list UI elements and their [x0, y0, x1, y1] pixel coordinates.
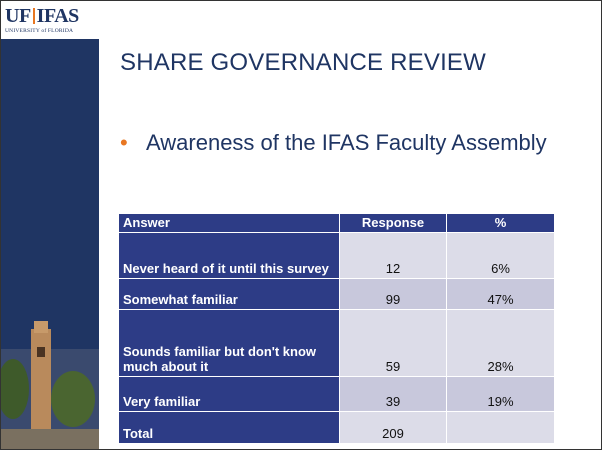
- table-row: Sounds familiar but don't know much abou…: [119, 310, 555, 377]
- header-cell: %: [447, 214, 555, 233]
- logo-uf: UF: [5, 5, 31, 27]
- answer-cell: Sounds familiar but don't know much abou…: [119, 310, 340, 377]
- slide-title: SHARE GOVERNANCE REVIEW: [120, 49, 486, 77]
- answer-cell: Never heard of it until this survey: [119, 233, 340, 279]
- percent-cell: 6%: [447, 233, 555, 279]
- logo: UF IFAS UNIVERSITY of FLORIDA: [1, 1, 99, 39]
- slide: UF IFAS UNIVERSITY of FLORIDA SHARE GOVER…: [0, 0, 602, 450]
- response-cell: 39: [340, 377, 447, 412]
- response-cell: 59: [340, 310, 447, 377]
- response-cell: 99: [340, 279, 447, 310]
- response-cell: 12: [340, 233, 447, 279]
- percent-cell: 19%: [447, 377, 555, 412]
- header-cell: Answer: [119, 214, 340, 233]
- logo-ifas: IFAS: [37, 5, 79, 27]
- header-cell: Response: [340, 214, 447, 233]
- bullet-text: Awareness of the IFAS Faculty Assembly: [146, 129, 570, 157]
- sidebar: [1, 1, 99, 449]
- logo-university: UNIVERSITY of FLORIDA: [5, 28, 73, 34]
- bullet-item: •Awareness of the IFAS Faculty Assembly: [120, 129, 570, 157]
- answer-cell: Total: [119, 412, 340, 444]
- response-cell: 209: [340, 412, 447, 444]
- campus-photo: [1, 319, 99, 449]
- logo-mark: UF IFAS: [5, 5, 79, 28]
- percent-cell: 28%: [447, 310, 555, 377]
- percent-cell: [447, 412, 555, 444]
- answer-cell: Very familiar: [119, 377, 340, 412]
- answer-cell: Somewhat familiar: [119, 279, 340, 310]
- percent-cell: 47%: [447, 279, 555, 310]
